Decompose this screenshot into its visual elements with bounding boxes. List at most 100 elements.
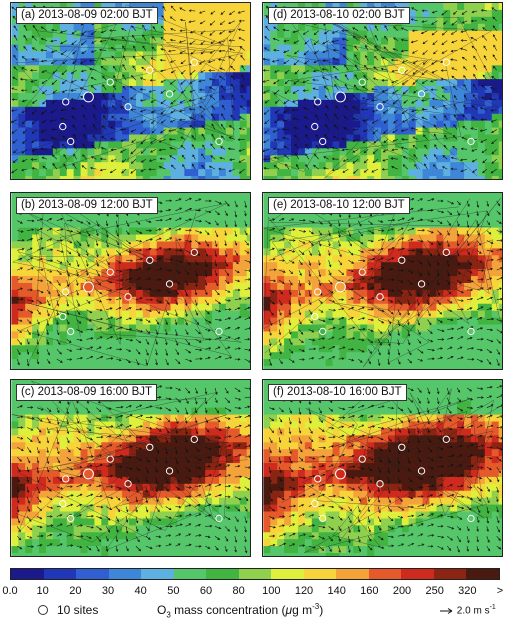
site-marker [67,327,75,336]
site-marker [314,288,322,296]
colorbar-ticks: 0.0 10 20 30 40 50 60 80 100 120 140 160 200 250 320 > [0,585,511,599]
ozone-map [11,380,250,556]
colorbar-segment [466,569,499,579]
monitoring-sites [311,248,475,336]
wind-vectors [17,197,250,367]
map-panel-d: (d) 2013-08-10 02:00 BJT [262,2,503,180]
site-marker [311,122,319,131]
ozone-map [11,3,250,179]
boundary-lines [11,380,248,551]
site-marker [417,280,426,288]
colorbar-segment [238,569,272,579]
colorbar-segment [433,569,467,579]
site-marker [165,280,174,288]
map-panel-c: (c) 2013-08-09 16:00 BJT [10,379,251,557]
site-marker [146,256,154,264]
site-marker [358,455,366,463]
colorbar-tick-label: 60 [199,585,213,597]
site-marker [358,78,366,86]
quantity-symbol: O [157,603,167,617]
colorbar-segment [141,569,174,579]
site-marker [215,514,223,523]
quantity-text: mass concentration ( [170,603,286,617]
colorbar-segment [11,569,44,579]
colorbar-tick-label: 100 [262,585,281,597]
site-marker [83,468,94,480]
colorbar-tick-label: 120 [294,585,314,597]
wind-vector-reference: 2.0 m s-1 [440,604,496,616]
colorbar-tick-label: 250 [425,585,444,597]
site-marker [311,312,319,321]
ozone-map [11,193,250,369]
vector-value: 2.0 m s [456,605,490,617]
site-marker [215,137,223,146]
site-marker [83,91,94,103]
concentration-field [11,3,250,179]
sites-legend: 10 sites [38,603,98,617]
site-marker [335,281,346,293]
site-marker [319,137,327,146]
panel-title: (f) 2013-08-10 16:00 BJT [268,384,407,401]
quantity-subscript: 3 [166,610,171,620]
site-marker [319,327,327,336]
colorbar-segment [108,569,142,579]
site-marker [165,467,174,475]
site-marker [62,475,70,483]
site-marker [59,499,67,508]
site-marker [62,98,70,106]
site-marker [417,90,426,98]
map-panel-e: (e) 2013-08-10 12:00 BJT [262,192,503,370]
wind-vectors [268,385,502,554]
colorbar-tick-label: 200 [392,585,412,597]
panel-title: (b) 2013-08-09 12:00 BJT [16,197,158,214]
site-marker [106,268,114,276]
ozone-map [263,380,502,556]
site-marker [62,288,70,296]
panel-title: (d) 2013-08-10 02:00 BJT [268,7,410,24]
reference-arrow-icon [440,607,453,614]
monitoring-sites [311,435,475,523]
unit-exponent: -3 [312,602,320,611]
colorbar-title: O3 mass concentration (μg m-3) [157,602,323,619]
site-marker [358,268,366,276]
colorbar-segment [303,569,337,579]
site-marker [398,66,406,74]
site-marker [106,455,114,463]
colorbar-segment [271,569,304,579]
wind-vectors [263,4,497,174]
colorbar-tick-label: 80 [232,585,245,597]
site-marker [165,90,174,98]
colorbar-segment [336,569,369,579]
site-marker [442,58,450,66]
colorbar-tick-label: 140 [327,585,346,597]
site-marker [417,467,426,475]
site-marker [59,122,67,131]
site-marker [106,78,114,86]
colorbar-tick-label: 320 [458,585,477,597]
site-marker [442,435,450,443]
site-circle-icon [38,605,48,615]
colorbar [10,568,500,580]
colorbar-segment [43,569,77,579]
unit-close: ) [319,603,324,617]
site-marker [398,256,406,264]
site-marker [376,103,384,111]
site-marker [67,137,75,146]
site-marker [467,514,475,523]
map-panel-f: (f) 2013-08-10 16:00 BJT [262,379,503,557]
site-marker [190,248,198,256]
boundary-lines [268,385,501,553]
panel-title: (c) 2013-08-09 16:00 BJT [16,384,158,401]
colorbar-tick-label: 50 [167,585,180,597]
site-marker [335,91,346,103]
map-panel-b: (b) 2013-08-09 12:00 BJT [10,192,251,370]
colorbar-tick-label: 0.0 [2,585,18,597]
monitoring-sites [59,248,223,336]
colorbar-tick-label: 20 [69,585,82,597]
colorbar-tick-label: > [496,585,504,597]
site-marker [311,499,319,508]
site-marker [442,248,450,256]
site-marker [467,327,475,336]
site-marker [124,480,132,488]
monitoring-sites [59,435,223,523]
